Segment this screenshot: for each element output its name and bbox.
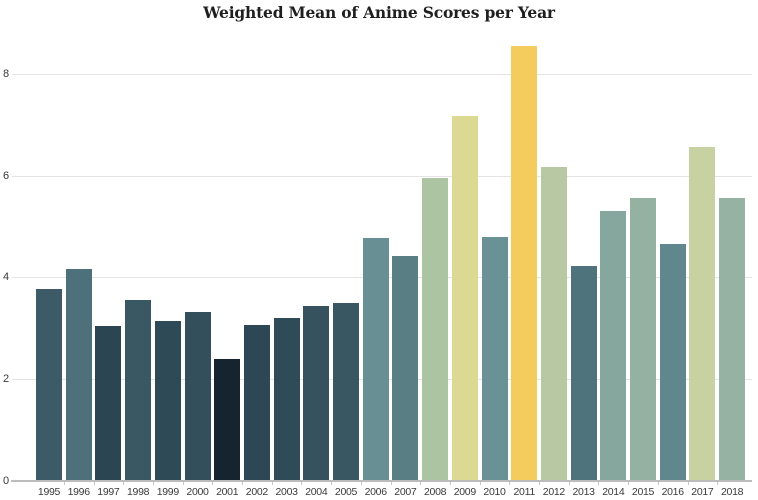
x-axis-line bbox=[11, 480, 752, 482]
gridline-8 bbox=[12, 74, 752, 76]
y-tick-label-0: 0 bbox=[3, 474, 10, 487]
x-tick-label-2018: 2018 bbox=[721, 486, 744, 498]
bar-2013 bbox=[570, 265, 597, 481]
x-axis-tick-1 bbox=[93, 482, 95, 485]
y-tick-label-8: 8 bbox=[3, 68, 10, 81]
x-axis-tick-3 bbox=[152, 482, 154, 485]
x-tick-label-2001: 2001 bbox=[216, 486, 239, 498]
bar-2006 bbox=[362, 238, 389, 481]
bar-1999 bbox=[154, 321, 181, 481]
x-axis-tick-20 bbox=[657, 482, 659, 485]
x-tick-label-2016: 2016 bbox=[661, 486, 684, 498]
x-axis-tick-16 bbox=[539, 482, 541, 485]
x-tick-label-2007: 2007 bbox=[394, 486, 417, 498]
x-tick-label-1997: 1997 bbox=[97, 486, 120, 498]
x-tick-label-2012: 2012 bbox=[542, 486, 565, 498]
x-axis-tick-5 bbox=[212, 482, 214, 485]
bar-2011 bbox=[511, 45, 538, 481]
x-axis-tick-8 bbox=[301, 482, 303, 485]
bar-2010 bbox=[481, 236, 508, 481]
bar-2007 bbox=[392, 256, 419, 481]
x-tick-label-1999: 1999 bbox=[156, 486, 179, 498]
y-tick-label-4: 4 bbox=[3, 271, 10, 284]
x-tick-label-2011: 2011 bbox=[513, 486, 535, 498]
gridline-6 bbox=[12, 175, 752, 177]
x-tick-label-2000: 2000 bbox=[186, 486, 209, 498]
bar-2017 bbox=[689, 147, 716, 481]
bar-1998 bbox=[125, 299, 152, 481]
x-tick-label-2013: 2013 bbox=[572, 486, 595, 498]
x-tick-label-2009: 2009 bbox=[453, 486, 476, 498]
y-tick-label-6: 6 bbox=[3, 169, 10, 182]
bar-2015 bbox=[630, 198, 656, 481]
bar-2003 bbox=[273, 318, 300, 481]
x-axis-tick-7 bbox=[271, 482, 273, 485]
bar-2016 bbox=[659, 243, 686, 481]
bar-2012 bbox=[540, 167, 567, 481]
x-axis-tick-12 bbox=[420, 482, 422, 485]
bar-1997 bbox=[95, 326, 122, 481]
x-tick-label-2014: 2014 bbox=[602, 486, 625, 498]
bar-2018 bbox=[719, 198, 746, 481]
x-tick-label-2005: 2005 bbox=[334, 486, 358, 498]
x-tick-label-2017: 2017 bbox=[691, 486, 714, 498]
x-tick-label-2015: 2015 bbox=[631, 486, 655, 498]
x-axis-tick-13 bbox=[449, 482, 451, 485]
x-axis-tick-22 bbox=[717, 482, 719, 485]
x-tick-label-2008: 2008 bbox=[424, 486, 447, 498]
x-axis-tick-10 bbox=[360, 482, 362, 485]
bar-1995 bbox=[36, 288, 62, 481]
bar-2008 bbox=[422, 177, 449, 481]
bar-2004 bbox=[303, 306, 330, 481]
x-axis-tick-2 bbox=[123, 482, 125, 485]
x-axis-tick-9 bbox=[331, 482, 333, 485]
x-tick-label-1998: 1998 bbox=[127, 486, 150, 498]
x-axis-tick-18 bbox=[598, 482, 600, 485]
chart-title: Weighted Mean of Anime Scores per Year bbox=[203, 3, 555, 22]
x-tick-label-2002: 2002 bbox=[245, 486, 268, 498]
bar-2009 bbox=[451, 116, 478, 481]
x-axis-tick-4 bbox=[182, 482, 184, 485]
bar-1996 bbox=[65, 268, 92, 481]
bar-2000 bbox=[184, 311, 211, 481]
x-tick-label-1995: 1995 bbox=[37, 486, 61, 498]
x-axis-tick-15 bbox=[509, 482, 511, 485]
x-tick-label-2004: 2004 bbox=[305, 486, 328, 498]
y-tick-label-2: 2 bbox=[3, 372, 10, 385]
x-axis-tick-11 bbox=[390, 482, 392, 485]
x-tick-label-2010: 2010 bbox=[483, 486, 506, 498]
bar-2014 bbox=[600, 210, 627, 481]
x-tick-label-2006: 2006 bbox=[364, 486, 387, 498]
x-axis-tick-14 bbox=[479, 482, 481, 485]
x-axis-tick-19 bbox=[628, 482, 630, 485]
bar-2005 bbox=[333, 303, 359, 481]
x-axis-tick-0 bbox=[63, 482, 65, 485]
x-tick-label-2003: 2003 bbox=[275, 486, 298, 498]
bar-2001 bbox=[214, 359, 241, 481]
x-axis-tick-21 bbox=[687, 482, 689, 485]
x-tick-label-1996: 1996 bbox=[67, 486, 90, 498]
bar-2002 bbox=[243, 325, 270, 481]
x-axis-tick-17 bbox=[568, 482, 570, 485]
x-axis-tick-6 bbox=[242, 482, 244, 485]
